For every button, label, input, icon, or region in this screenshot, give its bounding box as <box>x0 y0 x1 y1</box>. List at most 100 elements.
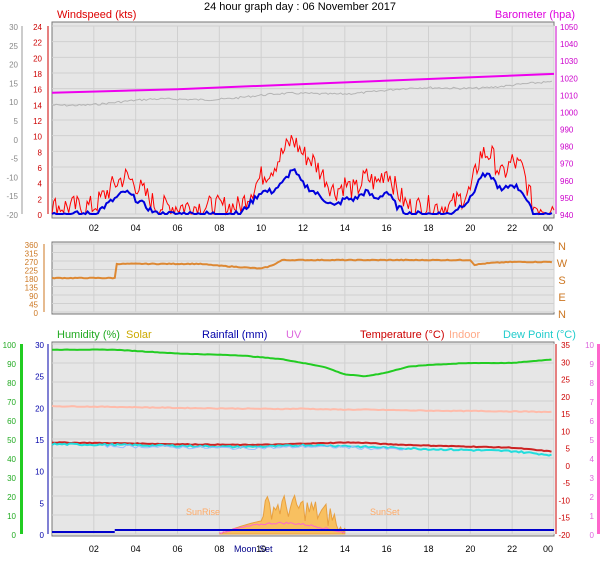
humidity-tick: 10 <box>7 512 16 521</box>
baro-tick: 1000 <box>560 108 578 117</box>
x-tick-label: 04 <box>131 544 141 554</box>
direction-grid <box>52 243 555 313</box>
humidity-tick: 100 <box>3 341 17 350</box>
x-tick-label: 16 <box>382 223 392 233</box>
baro-tick: 1030 <box>560 57 578 66</box>
grey-trace-line <box>51 80 553 107</box>
uv-tick: 3 <box>590 474 595 483</box>
uv-tick: 10 <box>585 341 594 350</box>
wind-y-tick: 24 <box>33 23 42 32</box>
humidity-line <box>52 348 552 378</box>
wind-grid <box>52 25 555 215</box>
compass-label: N <box>558 241 566 253</box>
wind-y-tick: 6 <box>38 164 43 173</box>
humidity-tick: 20 <box>7 493 16 502</box>
humidity-tick: 0 <box>12 531 17 540</box>
x-tick-label: 20 <box>465 544 475 554</box>
barometer-label: Barometer (hpa) <box>495 9 575 21</box>
uv-tick: 6 <box>590 417 595 426</box>
wind-average-line <box>51 167 553 216</box>
temperature-tick: 5 <box>566 445 571 454</box>
temperature-tick: 30 <box>561 358 570 367</box>
wind-left-tick: 20 <box>9 61 18 70</box>
wind-left-tick: -20 <box>6 211 18 220</box>
rainfall-axis-ticks: 30 25 20 15 10 5 0 <box>35 341 49 540</box>
rainfall-tick: 25 <box>35 373 44 382</box>
temperature-tick: -10 <box>558 496 570 505</box>
temperature-tick: -5 <box>563 479 571 488</box>
wind-y-tick: 20 <box>33 54 42 63</box>
rainfall-tick: 15 <box>35 436 44 445</box>
solar-area <box>219 493 346 535</box>
humidity-tick: 60 <box>7 417 16 426</box>
compass-label: N <box>558 309 566 321</box>
humidity-tick: 90 <box>7 360 16 369</box>
humidity-tick: 30 <box>7 474 16 483</box>
x-tick-label: 08 <box>214 223 224 233</box>
temperature-tick: 20 <box>561 393 570 402</box>
wind-y-tick: 18 <box>33 70 42 79</box>
humidity-axis-bar <box>20 344 23 534</box>
x-tick-label: 02 <box>89 223 99 233</box>
wind-left-tick: -5 <box>11 155 19 164</box>
uv-tick: 7 <box>590 398 595 407</box>
rainfall-tick: 10 <box>35 468 44 477</box>
x-tick-label: 04 <box>131 223 141 233</box>
sunset-annotation: SunSet <box>370 507 400 517</box>
uv-tick: 2 <box>590 493 595 502</box>
x-tick-label: 14 <box>340 544 350 554</box>
temperature-tick: -20 <box>558 531 570 540</box>
barometer-axis-ticks: 1050 1040 1030 1020 1010 1000 990 980 970 960 950 9… <box>555 23 578 220</box>
x-tick-label: 06 <box>172 544 182 554</box>
direction-tick: 0 <box>34 309 39 318</box>
x-tick-label: 10 <box>256 544 266 554</box>
dewpoint-secondary-line <box>103 444 406 451</box>
wind-y-tick: 2 <box>38 195 43 204</box>
direction-tick: 90 <box>29 292 38 301</box>
wind-y-tick: 14 <box>33 101 42 110</box>
wind-y-tick: 16 <box>33 86 42 95</box>
dewpoint-label: Dew Point (°C) <box>503 329 576 341</box>
temperature-tick: 25 <box>561 376 570 385</box>
uv-tick: 9 <box>590 360 595 369</box>
x-tick-label: 00 <box>543 223 553 233</box>
indoor-label: Indoor <box>449 329 481 341</box>
wind-left-tick: 10 <box>9 98 18 107</box>
wind-left-axis-ticks: 30 25 20 15 10 5 0 -5 -10 -15 -20 <box>6 23 23 220</box>
wind-left-tick: 15 <box>9 79 18 88</box>
chart-title: 24 hour graph day : 06 November 2017 <box>204 1 396 13</box>
x-tick-label: 20 <box>465 223 475 233</box>
indoor-line <box>51 404 552 414</box>
uv-label: UV <box>286 329 302 341</box>
wind-left-tick: 25 <box>9 42 18 51</box>
barometer-line <box>51 72 555 94</box>
x-axis-ticks-top: 02 04 06 08 10 12 14 16 18 20 22 00 <box>89 223 553 233</box>
x-tick-label: 00 <box>543 544 553 554</box>
baro-tick: 1050 <box>560 23 578 32</box>
direction-tick: 45 <box>29 301 38 310</box>
humidity-tick: 70 <box>7 398 16 407</box>
bottom-series-group <box>51 348 554 535</box>
wind-y-tick: 4 <box>38 180 43 189</box>
compass-label: W <box>557 258 568 270</box>
humidity-label: Humidity (%) <box>57 329 120 341</box>
temperature-tick: 0 <box>566 462 571 471</box>
rainfall-tick: 20 <box>35 404 44 413</box>
baro-tick: 980 <box>560 143 574 152</box>
direction-tick: 180 <box>25 275 39 284</box>
baro-tick: 1010 <box>560 91 578 100</box>
direction-series-group <box>51 258 553 280</box>
x-tick-label: 18 <box>423 223 433 233</box>
temperature-axis-ticks: 35 30 25 20 15 10 5 0 -5 -10 -15 -20 <box>555 341 571 540</box>
humidity-tick: 80 <box>7 379 16 388</box>
compass-label: S <box>558 275 565 287</box>
uv-tick: 1 <box>590 512 595 521</box>
wind-y-tick: 0 <box>38 211 43 220</box>
